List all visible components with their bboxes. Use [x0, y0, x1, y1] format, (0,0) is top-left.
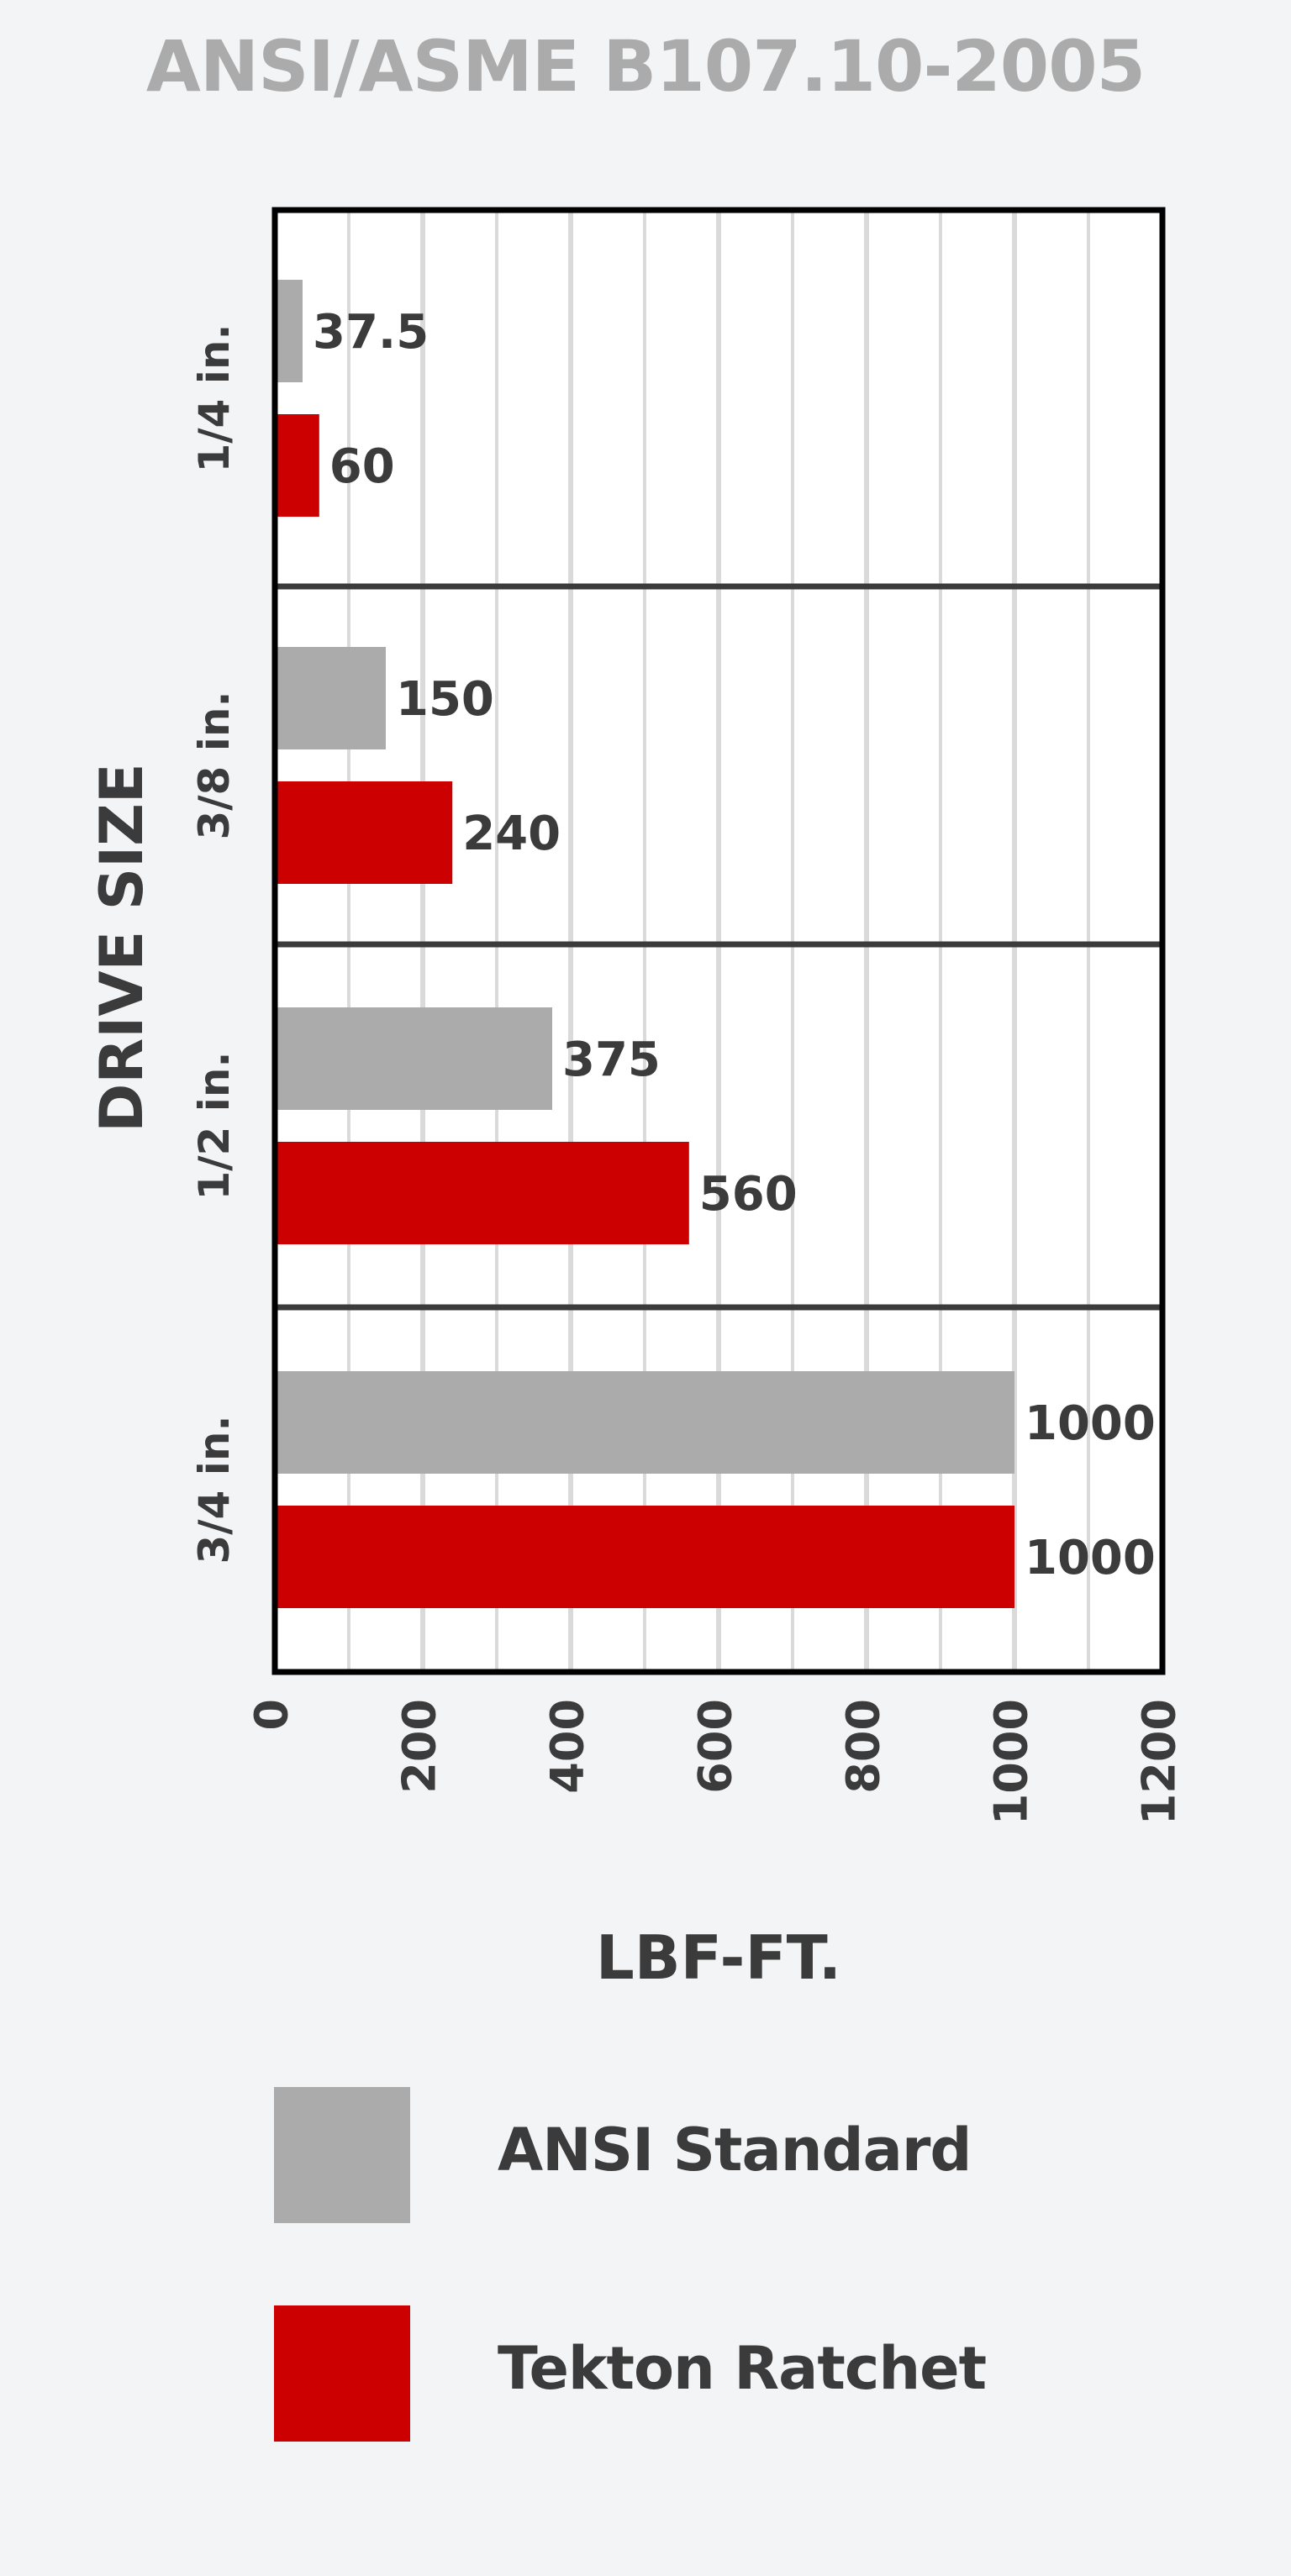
bar-ansi-3 [275, 1371, 1014, 1474]
bar-tekton-3 [275, 1506, 1014, 1608]
category-label: 1/2 in. [190, 1052, 239, 1201]
data-label: 375 [562, 1033, 661, 1087]
x-axis-title: LBF-FT. [596, 1922, 841, 1993]
category-label: 3/4 in. [190, 1416, 239, 1564]
data-label: 37.5 [313, 305, 429, 360]
bar-tekton-2 [275, 1142, 689, 1244]
x-tick-label: 1200 [1133, 1699, 1186, 1825]
data-label: 240 [462, 807, 561, 861]
plot-frame [271, 207, 1166, 1675]
data-label: 560 [699, 1167, 798, 1222]
legend-swatch-tekton-ratchet [274, 2305, 410, 2442]
bar-ansi-1 [275, 647, 386, 749]
x-tick-label: 400 [541, 1699, 594, 1794]
category-label: 1/4 in. [190, 324, 239, 473]
x-tick-label: 800 [837, 1699, 890, 1794]
x-tick-label: 200 [393, 1699, 446, 1794]
bar-tekton-0 [275, 414, 319, 517]
data-label: 150 [396, 672, 494, 727]
x-tick-label: 1000 [985, 1699, 1038, 1825]
x-tick-label: 600 [689, 1699, 742, 1794]
bar-tekton-1 [275, 781, 453, 884]
data-label: 60 [329, 439, 395, 494]
legend-swatch-ansi-standard [274, 2087, 410, 2223]
data-label: 1000 [1025, 1396, 1156, 1451]
chart-title: ANSI/ASME B107.10-2005 [145, 25, 1146, 108]
x-tick-label: 0 [245, 1699, 298, 1731]
y-axis-title: DRIVE SIZE [87, 763, 156, 1132]
data-label: 1000 [1025, 1531, 1156, 1585]
legend-label-tekton-ratchet: Tekton Ratchet [498, 2334, 987, 2403]
category-label: 3/8 in. [190, 691, 239, 840]
bar-ansi-0 [275, 280, 303, 382]
bar-ansi-2 [275, 1007, 552, 1110]
legend-label-ansi-standard: ANSI Standard [498, 2116, 972, 2184]
